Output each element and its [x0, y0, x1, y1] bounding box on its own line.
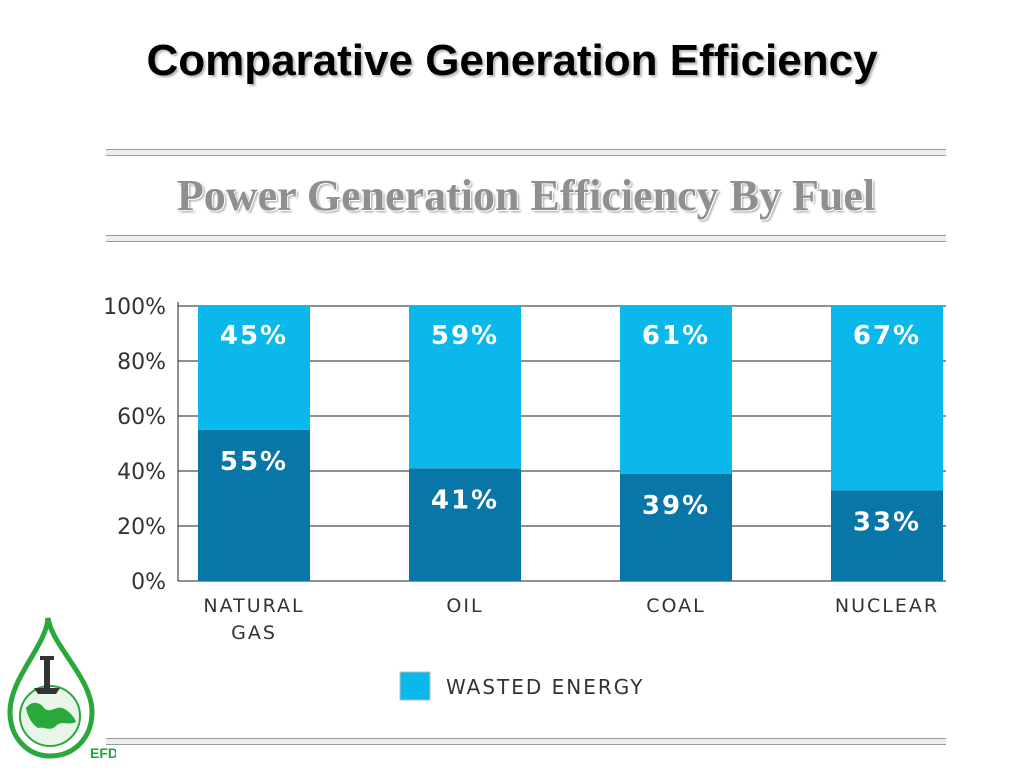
bar-segment — [831, 490, 943, 581]
bar-segment — [198, 429, 310, 581]
data-label: 59% — [431, 321, 499, 351]
bar-segment — [831, 306, 943, 491]
bar-segment — [620, 473, 732, 581]
legend-label: WASTED ENERGY — [446, 675, 645, 699]
data-label: 33% — [853, 507, 921, 537]
data-label: 39% — [642, 491, 710, 521]
data-label: 55% — [220, 447, 288, 477]
x-category-label: OIL — [446, 595, 483, 617]
y-tick-label: 20% — [117, 515, 166, 540]
x-category-label: NATURAL — [203, 595, 304, 617]
y-tick-label: 80% — [117, 350, 166, 375]
data-label: 61% — [642, 321, 710, 351]
y-tick-label: 40% — [117, 460, 166, 485]
bar-segment — [620, 306, 732, 474]
bar-segment — [409, 468, 521, 581]
x-category-label: NUCLEAR — [835, 595, 939, 617]
data-label: 41% — [431, 485, 499, 515]
title-rule-bottom — [106, 235, 946, 242]
footer-rule — [106, 738, 946, 745]
y-tick-label: 60% — [117, 405, 166, 430]
x-category-label: GAS — [231, 622, 277, 644]
bar-segment — [198, 306, 310, 430]
y-tick-label: 100% — [103, 295, 166, 320]
slide-title: Comparative Generation Efficiency — [146, 36, 878, 85]
y-tick-label: 0% — [131, 570, 166, 595]
water-drop-globe-icon: EFD — [7, 617, 116, 761]
title-rule-top — [106, 149, 946, 156]
data-label: 67% — [853, 321, 921, 351]
bar-segment — [409, 306, 521, 469]
legend-swatch — [399, 671, 431, 701]
chart-title: Power Generation Efficiency By Fuel — [176, 171, 876, 220]
data-label: 45% — [220, 321, 288, 351]
x-category-label: COAL — [646, 595, 705, 617]
logo-text: EFD — [90, 745, 116, 761]
